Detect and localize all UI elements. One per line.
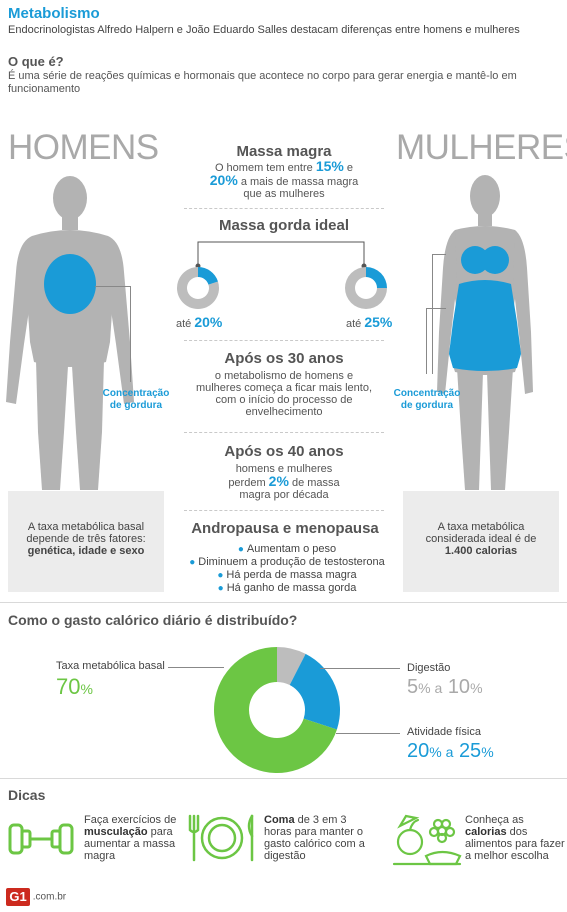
andropausa-list: ● Aumentam o peso ● Diminuem a produção de…	[182, 543, 392, 595]
massa-magra-pct1: 15%	[315, 158, 344, 174]
food-icon	[392, 814, 462, 866]
massa-magra-text: O homem tem entre 15% e 20% a mais de ma…	[209, 158, 359, 200]
female-fat-label: Concentração de gordura	[393, 388, 461, 411]
women-info-box: A taxa metabólica considerada ideal é de…	[403, 491, 559, 592]
section-separator	[0, 778, 567, 779]
list-item: ● Diminuem a produção de testosterona	[189, 556, 385, 568]
divider	[184, 208, 384, 209]
women-donut-rest-slice	[345, 267, 387, 309]
female-connector-2	[426, 308, 446, 374]
women-box-text: A taxa metabólica considerada ideal é de	[425, 521, 537, 545]
men-donut-rest-slice	[177, 267, 219, 309]
list-item: ● Aumentam o peso	[237, 543, 337, 555]
atividade-slice	[289, 653, 340, 730]
tip-calories: Conheça as calorias dos alimentos para f…	[465, 814, 565, 862]
footer-domain: .com.br	[32, 891, 67, 903]
male-body-figure	[6, 176, 134, 490]
atividade-label: Atividade física	[407, 726, 481, 738]
tip-exercise: Faça exercícios de musculação para aumen…	[84, 814, 177, 862]
digestao-value: 5% a 10%	[407, 676, 483, 698]
gasto-title: Como o gasto calórico diário é distribuí…	[8, 612, 298, 628]
apos30-title: Após os 30 anos	[224, 350, 344, 367]
male-fat-label: Concentração de gordura	[102, 388, 170, 411]
male-connector-line	[90, 0, 91, 1]
women-label: MULHERES	[396, 128, 567, 167]
female-connector	[432, 254, 446, 374]
massa-magra-title: Massa magra	[236, 143, 332, 160]
men-fat-value: até 20%	[176, 314, 223, 330]
page-subtitle: Endocrinologistas Alfredo Halpern e João…	[8, 24, 520, 36]
female-body-figure	[437, 175, 533, 490]
men-info-box: A taxa metabólica basal depende de três …	[8, 491, 164, 592]
men-label: HOMENS	[8, 128, 159, 167]
digestao-connector	[320, 668, 400, 669]
atividade-connector	[336, 733, 400, 734]
page-title: Metabolismo	[8, 5, 100, 22]
question-answer: É uma série de reações químicas e hormon…	[8, 70, 517, 95]
apos40-pct: 2%	[268, 473, 289, 489]
men-box-text: A taxa metabólica basal depende de três …	[26, 521, 146, 545]
question-title: O que é?	[8, 54, 64, 69]
massa-magra-pct2: 20%	[209, 172, 238, 188]
gasto-donut-chart	[214, 647, 340, 773]
women-donut-fat-slice	[366, 267, 387, 288]
digestao-slice	[277, 647, 306, 686]
men-fat-donut	[177, 267, 219, 309]
list-item: ● Há ganho de massa gorda	[217, 582, 357, 594]
men-box-highlight: genética, idade e sexo	[27, 545, 145, 557]
divider	[184, 340, 384, 341]
basal-value: 70%	[56, 674, 93, 699]
tip-eat: Coma de 3 em 3 horas para manter o gasto…	[264, 814, 365, 862]
women-box-highlight: 1.400 calorias	[444, 545, 518, 557]
plate-cutlery-icon	[188, 814, 254, 862]
dumbbell-icon	[8, 823, 74, 855]
footer: G1 .com.br	[6, 888, 66, 906]
divider	[184, 510, 384, 511]
female-fat-area	[449, 246, 521, 371]
massa-gorda-title: Massa gorda ideal	[218, 217, 350, 234]
atividade-value: 20% a 25%	[407, 740, 494, 762]
apos40-text: homens e mulheres perdem 2% de massa mag…	[228, 463, 340, 501]
g1-logo[interactable]: G1	[6, 888, 30, 906]
list-item: ● Há perda de massa magra	[217, 569, 357, 581]
massa-gorda-bracket	[195, 241, 367, 268]
section-separator	[0, 602, 567, 603]
women-fat-value: até 25%	[346, 314, 393, 330]
basal-connector	[168, 667, 224, 668]
apos40-title: Após os 40 anos	[224, 443, 344, 460]
male-connector	[95, 286, 131, 382]
women-fat-donut	[345, 267, 387, 309]
apos30-text: o metabolismo de homens e mulheres começ…	[195, 370, 373, 418]
andropausa-title: Andropausa e menopausa	[191, 520, 379, 537]
digestao-label: Digestão	[407, 662, 451, 674]
dicas-title: Dicas	[8, 787, 46, 803]
divider	[184, 432, 384, 433]
male-fat-area	[44, 254, 96, 314]
basal-label: Taxa metabólica basal	[56, 660, 165, 672]
men-donut-fat-slice	[198, 267, 218, 285]
basal-slice	[214, 647, 337, 773]
